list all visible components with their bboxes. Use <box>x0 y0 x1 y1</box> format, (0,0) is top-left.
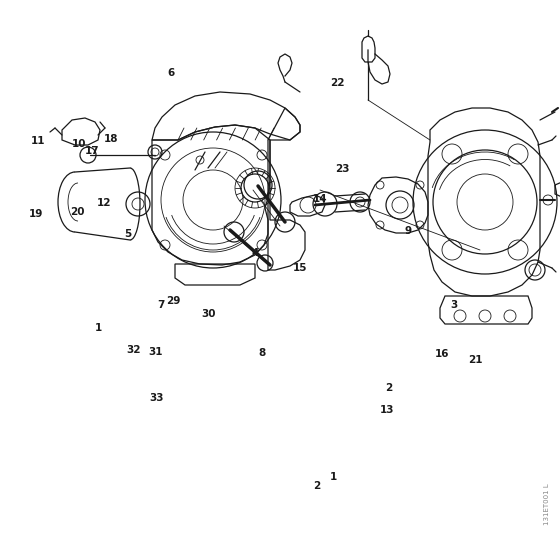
Text: 6: 6 <box>167 68 174 78</box>
Text: 5: 5 <box>124 229 131 239</box>
Text: 31: 31 <box>148 347 163 357</box>
Text: 33: 33 <box>150 393 164 403</box>
Text: 32: 32 <box>126 345 141 355</box>
Text: 1: 1 <box>95 323 101 333</box>
Text: 3: 3 <box>450 300 457 310</box>
Text: 23: 23 <box>335 164 350 174</box>
Text: 16: 16 <box>435 349 450 359</box>
Text: 8: 8 <box>259 348 265 358</box>
Text: 13: 13 <box>380 405 395 415</box>
Text: 14: 14 <box>313 194 328 204</box>
Text: 131ET001 L: 131ET001 L <box>544 483 550 525</box>
Text: 20: 20 <box>70 207 85 217</box>
Text: 2: 2 <box>386 382 393 393</box>
Text: 18: 18 <box>104 134 118 144</box>
Text: 4: 4 <box>251 248 259 258</box>
Text: 30: 30 <box>201 309 216 319</box>
Text: 2: 2 <box>313 480 320 491</box>
Text: 21: 21 <box>468 354 482 365</box>
Text: 1: 1 <box>330 472 337 482</box>
Text: 17: 17 <box>85 146 100 156</box>
Text: 29: 29 <box>166 296 181 306</box>
Text: 9: 9 <box>404 226 411 236</box>
Text: 12: 12 <box>96 198 111 208</box>
Text: 7: 7 <box>157 300 165 310</box>
Text: 11: 11 <box>31 136 45 146</box>
Text: 19: 19 <box>29 209 44 219</box>
Text: 15: 15 <box>292 263 307 273</box>
Text: 10: 10 <box>72 139 87 150</box>
Text: 22: 22 <box>330 78 345 88</box>
